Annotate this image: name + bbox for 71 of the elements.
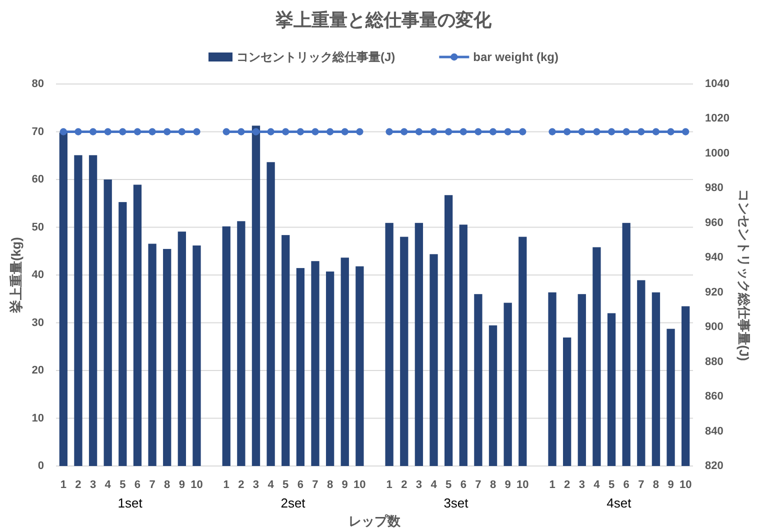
x-tick: 8 (164, 479, 170, 491)
x-tick: 9 (178, 479, 185, 491)
legend-text: コンセントリック総仕事量(J) (236, 50, 396, 64)
y-tick: 0 (38, 460, 44, 472)
y-tick: 30 (32, 316, 44, 329)
y-tick: 80 (32, 78, 44, 90)
xlabel: レップ数 (348, 514, 400, 528)
x-tick: 7 (312, 479, 318, 491)
x-tick: 10 (354, 479, 366, 491)
x-tick: 10 (516, 479, 529, 491)
ylabel: 挙上重量(kg) (8, 237, 24, 313)
x-tick: 8 (327, 479, 334, 491)
x-tick: 1 (386, 479, 392, 491)
y2-tick: 900 (705, 321, 724, 334)
annotation: 1set (118, 496, 142, 510)
x-tick: 4 (430, 479, 437, 491)
x-tick: 7 (638, 479, 644, 491)
x-tick: 7 (149, 479, 156, 491)
x-tick: 9 (342, 479, 348, 491)
y2-tick: 820 (705, 460, 724, 472)
y2-tick: 880 (705, 356, 724, 368)
x-tick: 5 (282, 479, 289, 491)
x-tick: 9 (504, 479, 511, 491)
x-tick: 5 (446, 479, 452, 491)
annotation: 2set (280, 496, 306, 510)
y2-tick: 1040 (705, 78, 730, 90)
title: 挙上重量と総仕事量の変化 (276, 10, 492, 30)
annotation: 4set (606, 496, 632, 510)
x-tick: 3 (252, 479, 260, 491)
x-tick: 3 (578, 479, 585, 491)
y2-tick: 1000 (705, 147, 730, 160)
x-tick: 1 (549, 479, 556, 491)
y-tick: 20 (32, 364, 44, 376)
y2label: コンセントリック総仕事量(J) (736, 189, 752, 361)
legend-text: bar weight (kg) (473, 50, 558, 64)
x-tick: 5 (120, 479, 126, 491)
y2-tick: 840 (705, 425, 724, 438)
x-tick: 8 (490, 479, 496, 491)
x-tick: 7 (475, 479, 482, 491)
annotation: 3set (444, 496, 468, 510)
x-tick: 6 (623, 479, 630, 491)
y2-tick: 860 (705, 390, 724, 403)
x-tick: 3 (90, 479, 96, 491)
y-tick: 40 (32, 269, 44, 281)
x-tick: 6 (460, 479, 466, 491)
x-tick: 10 (679, 479, 692, 491)
x-tick: 2 (75, 479, 82, 491)
x-tick: 4 (104, 479, 111, 491)
y-tick: 70 (32, 126, 44, 138)
y2-tick: 920 (705, 286, 724, 298)
y-tick: 50 (32, 221, 44, 234)
x-tick: 4 (268, 479, 274, 491)
x-tick: 2 (238, 479, 244, 491)
x-tick: 6 (134, 479, 141, 491)
y2-tick: 940 (705, 252, 724, 264)
y2-tick: 980 (705, 182, 724, 194)
x-tick: 4 (594, 479, 600, 491)
y2-tick: 1020 (705, 112, 730, 125)
x-tick: 2 (564, 479, 570, 491)
x-tick: 5 (608, 479, 615, 491)
x-tick: 3 (416, 479, 422, 491)
x-tick: 6 (297, 479, 304, 491)
x-tick: 1 (60, 479, 66, 491)
x-tick: 2 (401, 479, 408, 491)
x-tick: 10 (190, 479, 203, 491)
y2-tick: 960 (705, 216, 724, 229)
x-tick: 8 (652, 479, 660, 491)
x-tick: 1 (223, 479, 230, 491)
y-tick: 60 (32, 174, 44, 186)
y-tick: 10 (32, 412, 44, 424)
x-tick: 9 (668, 479, 674, 491)
